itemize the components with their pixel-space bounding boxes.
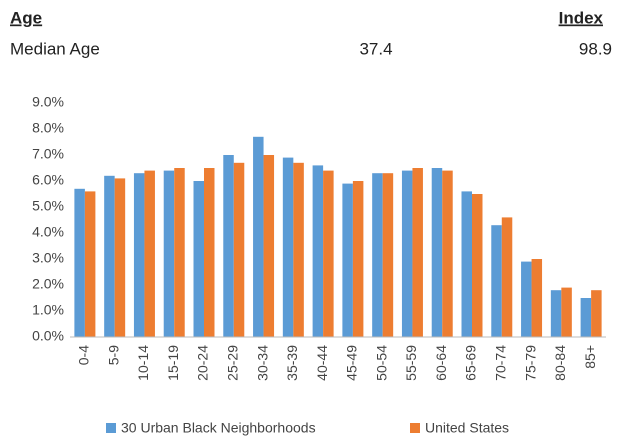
- bar: [253, 136, 264, 337]
- y-tick-label: 7.0%: [32, 146, 64, 162]
- x-tick-label: 65-69: [463, 345, 479, 381]
- x-tick-label: 70-74: [492, 345, 508, 381]
- x-tick-label: 75-79: [522, 345, 538, 381]
- bar: [372, 173, 383, 337]
- x-tick-label: 50-54: [373, 345, 389, 381]
- bar: [591, 290, 602, 337]
- bar: [472, 194, 483, 337]
- x-tick-label: 60-64: [433, 345, 449, 381]
- bar: [312, 165, 324, 337]
- x-tick-label: 10-14: [135, 345, 151, 381]
- bar: [382, 173, 394, 337]
- bar: [550, 290, 562, 337]
- x-tick-label: 20-24: [195, 345, 211, 381]
- bar: [442, 170, 453, 337]
- bar: [501, 217, 513, 337]
- bar: [193, 181, 204, 337]
- bar: [580, 298, 592, 337]
- bar: [401, 170, 413, 337]
- bar: [293, 162, 304, 337]
- bar: [133, 173, 145, 337]
- legend-swatch: [106, 423, 116, 433]
- row-value: 37.4: [359, 39, 392, 58]
- x-tick-label: 15-19: [165, 345, 181, 381]
- y-tick-label: 5.0%: [32, 198, 64, 214]
- bar: [342, 183, 353, 337]
- y-tick-label: 1.0%: [32, 302, 64, 318]
- legend-label: United States: [425, 420, 509, 436]
- x-tick-label: 0-4: [76, 345, 92, 365]
- bar: [163, 170, 175, 337]
- bar: [263, 155, 275, 337]
- bar: [144, 170, 155, 337]
- y-tick-label: 4.0%: [32, 224, 64, 240]
- y-tick-label: 2.0%: [32, 276, 64, 292]
- legend-swatch: [410, 423, 420, 433]
- bar: [491, 225, 502, 337]
- bar: [412, 168, 423, 337]
- legend-label: 30 Urban Black Neighborhoods: [121, 420, 316, 436]
- y-tick-label: 0.0%: [32, 328, 64, 344]
- x-tick-label: 35-39: [284, 345, 300, 381]
- row-index: 98.9: [579, 39, 612, 58]
- bar: [282, 157, 294, 337]
- bar: [431, 168, 443, 337]
- row-label: Median Age: [10, 39, 100, 58]
- bar: [174, 168, 185, 337]
- x-tick-label: 85+: [582, 345, 598, 369]
- x-tick-label: 25-29: [224, 345, 240, 381]
- bar: [204, 168, 215, 337]
- y-tick-label: 3.0%: [32, 250, 64, 266]
- bar: [461, 191, 472, 337]
- bar: [561, 287, 572, 337]
- bar: [74, 188, 85, 337]
- x-tick-label: 55-59: [403, 345, 419, 381]
- bar: [521, 261, 532, 337]
- y-tick-label: 6.0%: [32, 172, 64, 188]
- x-tick-label: 80-84: [552, 345, 568, 381]
- y-tick-label: 9.0%: [32, 94, 64, 110]
- bar: [114, 178, 126, 337]
- x-tick-label: 40-44: [314, 345, 330, 381]
- bar: [352, 181, 364, 337]
- x-tick-label: 45-49: [344, 345, 360, 381]
- bar: [531, 259, 543, 337]
- x-tick-label: 5-9: [105, 345, 121, 365]
- bar: [223, 155, 234, 337]
- x-tick-label: 30-34: [254, 345, 270, 381]
- bar: [323, 170, 334, 337]
- header-index: Index: [559, 8, 604, 27]
- header-title: Age: [10, 8, 42, 27]
- bar: [104, 175, 115, 337]
- bar: [233, 162, 245, 337]
- y-tick-label: 8.0%: [32, 120, 64, 136]
- bar: [84, 191, 96, 337]
